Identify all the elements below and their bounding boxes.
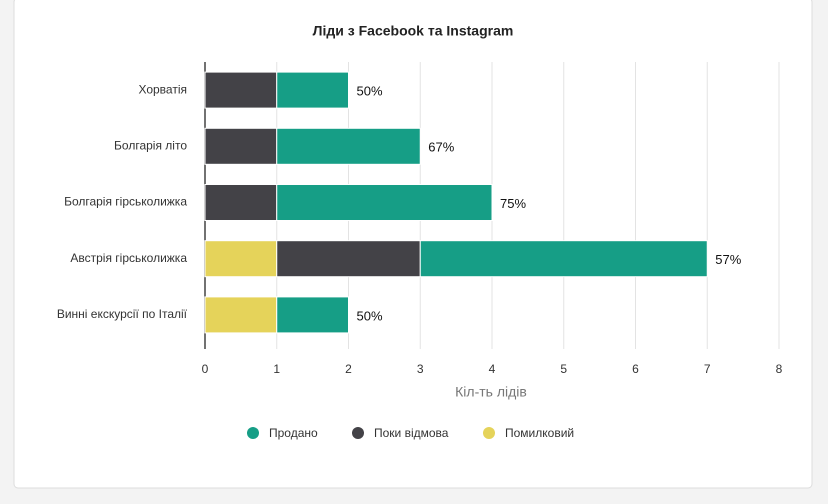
bar-segment (204, 71, 278, 109)
bar-segment (419, 240, 708, 278)
x-tick-label: 5 (560, 362, 567, 376)
bar-label: 50% (357, 308, 383, 323)
legend-label: Продано (269, 426, 318, 440)
y-tick-label: Австрія гірськолижка (70, 251, 187, 265)
bar-label: 67% (428, 140, 454, 155)
x-tick-label: 4 (489, 362, 496, 376)
bar-segment (204, 296, 278, 334)
x-tick-label: 6 (632, 362, 639, 376)
x-tick-label: 2 (345, 362, 352, 376)
x-tick-label: 1 (273, 362, 280, 376)
y-tick-label: Болгарія літо (114, 138, 187, 152)
bar-label: 57% (715, 252, 741, 267)
bar-segment (204, 184, 278, 221)
y-tick-label: Хорватія (138, 82, 187, 96)
y-tick-label: Винні екскурсії по Італії (57, 307, 188, 321)
bar-label: 50% (357, 84, 383, 99)
x-tick-label: 8 (776, 362, 783, 376)
legend-marker (247, 427, 259, 439)
legend-label: Помилковий (505, 426, 574, 440)
bar-segment (276, 296, 349, 334)
bar-segment (276, 71, 349, 109)
bar-label: 75% (500, 196, 526, 211)
y-tick-label: Болгарія гірськолижка (64, 195, 187, 209)
legend-label: Поки відмова (374, 426, 449, 440)
bar-segment (204, 240, 278, 278)
bar-segment (204, 127, 278, 165)
x-tick-label: 0 (202, 362, 209, 376)
bar-segment (276, 184, 493, 221)
legend-marker (483, 427, 495, 439)
x-axis-title: Кіл-ть лідів (455, 384, 527, 400)
legend-marker (352, 427, 364, 439)
bar-segment (276, 240, 421, 278)
chart-title: Ліди з Facebook та Instagram (313, 23, 514, 39)
bar-segment (276, 127, 421, 165)
x-tick-label: 3 (417, 362, 424, 376)
x-tick-label: 7 (704, 362, 711, 376)
